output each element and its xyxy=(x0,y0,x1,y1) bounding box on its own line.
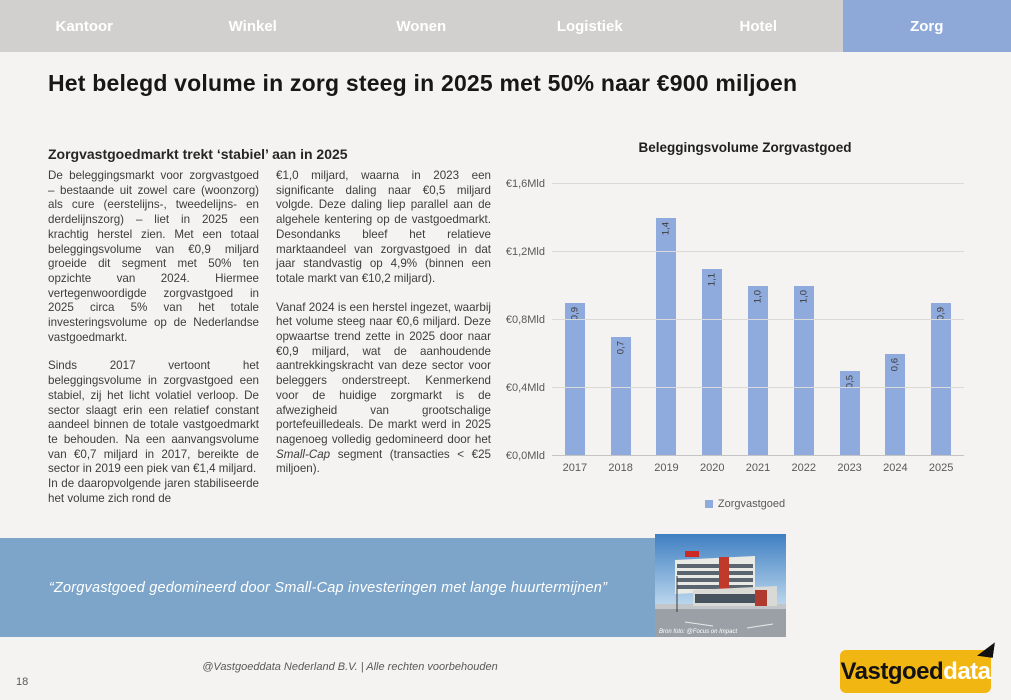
bar-slot: 0,5 xyxy=(827,184,873,456)
bar-value-label: 1,1 xyxy=(706,273,718,287)
paragraph-text: segment (transacties < €25 miljoen). xyxy=(276,447,491,476)
gridline xyxy=(552,251,964,252)
bar-slot: 0,9 xyxy=(552,184,598,456)
bar-value-label: 1,0 xyxy=(752,290,764,304)
small-cap-emphasis: Small-Cap xyxy=(276,447,331,461)
gridline xyxy=(552,183,964,184)
logo-text-vastgoed: Vastgoed xyxy=(840,657,944,685)
road-marking xyxy=(746,623,774,629)
bar-2023: 0,5 xyxy=(839,371,860,456)
photo-caption: Bron foto: @Focus on Impact xyxy=(659,629,737,635)
roof-sign xyxy=(685,551,699,557)
chart-plot-area: 0,9 0,7 1,4 1,1 1,0 1,0 0,5 0,6 0,9 €0,0Mld €0,4M… xyxy=(506,178,964,462)
bar-2021: 1,0 xyxy=(748,286,769,456)
bar-slot: 0,9 xyxy=(918,184,964,456)
bar-slot: 0,7 xyxy=(598,184,644,456)
chart-legend: Zorgvastgoed xyxy=(503,498,987,510)
quote-banner: “Zorgvastgoed gedomineerd door Small-Cap… xyxy=(0,538,656,637)
bar-2024: 0,6 xyxy=(885,354,906,456)
x-axis-label: 2017 xyxy=(562,462,588,474)
x-axis-label: 2024 xyxy=(883,462,908,474)
chart-bars: 0,9 0,7 1,4 1,1 1,0 1,0 0,5 0,6 0,9 xyxy=(552,184,964,456)
bar-2020: 1,1 xyxy=(702,269,723,456)
tab-zorg[interactable]: Zorg xyxy=(842,0,1011,52)
bar-slot: 0,6 xyxy=(872,184,918,456)
gridline xyxy=(552,455,964,456)
paragraph: Sinds 2017 vertoont het beleggingsvolume… xyxy=(48,359,259,476)
window-band xyxy=(677,585,753,589)
tab-winkel[interactable]: Winkel xyxy=(228,17,277,35)
x-axis-label: 2020 xyxy=(699,462,725,474)
road-marking xyxy=(684,621,714,627)
bar-slot: 1,0 xyxy=(781,184,827,456)
y-axis-label: €0,8Mld xyxy=(505,314,545,326)
article-column-right: €1,0 miljard, waarna in 2023 een signifi… xyxy=(276,169,491,477)
bar-2019: 1,4 xyxy=(656,218,677,456)
article-column-left: De beleggingsmarkt voor zorgvastgoed – b… xyxy=(48,169,259,506)
paragraph: Vanaf 2024 is een herstel ingezet, waarb… xyxy=(276,301,491,477)
red-core xyxy=(719,557,729,606)
x-axis-label: 2019 xyxy=(654,462,679,474)
vastgoeddata-logo: Vastgoed data xyxy=(840,650,991,693)
x-axis-labels: 2017 2018 2019 2020 2021 2022 2023 2024 2025 xyxy=(552,462,964,474)
legend-marker xyxy=(704,500,713,508)
investment-volume-chart: Beleggingsvolume Zorgvastgoed 0,9 0,7 1,4 1… xyxy=(503,138,987,528)
y-axis-label: €1,6Mld xyxy=(505,178,545,190)
paragraph-text: Vanaf 2024 is een herstel ingezet, waarb… xyxy=(276,300,491,446)
x-axis-label: 2021 xyxy=(745,462,771,474)
tab-wonen[interactable]: Wonen xyxy=(396,17,447,35)
bar-value-label: 0,7 xyxy=(615,341,627,355)
tab-hotel[interactable]: Hotel xyxy=(739,17,778,35)
bar-slot: 1,1 xyxy=(689,184,735,456)
sector-nav: Kantoor Winkel Wonen Logistiek Hotel Zor… xyxy=(0,0,1011,52)
window-band xyxy=(677,578,753,582)
y-axis-label: €0,0Mld xyxy=(505,450,545,462)
bar-slot: 1,0 xyxy=(735,184,781,456)
bar-value-label: 0,6 xyxy=(889,358,901,372)
legend-label: Zorgvastgoed xyxy=(717,498,786,510)
x-axis-label: 2022 xyxy=(791,462,817,474)
bar-value-label: 1,4 xyxy=(660,222,672,236)
paragraph: De beleggingsmarkt voor zorgvastgoed – b… xyxy=(48,169,259,344)
window-band xyxy=(677,564,753,568)
tab-logistiek[interactable]: Logistiek xyxy=(556,17,623,35)
x-axis-label: 2018 xyxy=(608,462,633,474)
glazing xyxy=(695,594,765,603)
paragraph: €1,0 miljard, waarna in 2023 een signifi… xyxy=(276,169,491,285)
page-title: Het belegd volume in zorg steeg in 2025 … xyxy=(48,70,798,96)
bar-2025: 0,9 xyxy=(931,303,952,456)
gridline xyxy=(552,387,964,388)
gridline xyxy=(552,319,964,320)
building-photo: Bron foto: @Focus on Impact xyxy=(655,534,786,637)
bar-2018: 0,7 xyxy=(610,337,631,456)
bar-2022: 1,0 xyxy=(793,286,814,456)
window-band xyxy=(677,571,753,575)
bar-value-label: 1,0 xyxy=(798,290,810,304)
sidewalk xyxy=(655,604,786,609)
paragraph: In de daaropvolgende jaren stabiliseerde… xyxy=(48,477,259,505)
y-axis-label: €0,4Mld xyxy=(505,382,545,394)
bar-2017: 0,9 xyxy=(564,303,585,456)
logo-fold-corner xyxy=(977,640,995,658)
logo-text-data: data xyxy=(943,657,991,685)
x-axis-label: 2025 xyxy=(928,462,954,474)
y-axis-label: €1,2Mld xyxy=(505,246,545,258)
x-axis-label: 2023 xyxy=(837,462,862,474)
page-number: 18 xyxy=(16,676,29,688)
bar-slot: 1,4 xyxy=(644,184,690,456)
quote-text: “Zorgvastgoed gedomineerd door Small-Cap… xyxy=(48,579,608,596)
footer-copyright: @Vastgoeddata Nederland B.V. | Alle rech… xyxy=(202,661,498,673)
tab-kantoor[interactable]: Kantoor xyxy=(55,17,114,35)
section-heading: Zorgvastgoedmarkt trekt ‘stabiel’ aan in… xyxy=(48,146,348,162)
red-panel xyxy=(755,590,767,606)
chart-title: Beleggingsvolume Zorgvastgoed xyxy=(638,140,852,155)
